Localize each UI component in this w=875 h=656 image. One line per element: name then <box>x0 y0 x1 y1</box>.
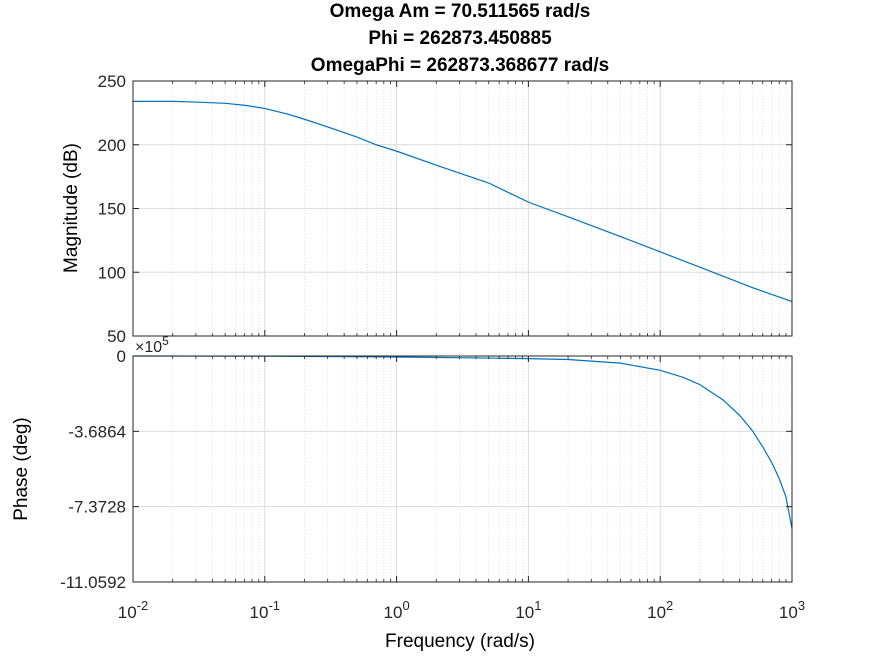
phase-grid <box>133 356 792 582</box>
phase-plot: 0-3.6864-7.3728-11.0592 10-2 10-1 100 101 10… <box>11 334 805 622</box>
x-tick-label: 10-2 <box>118 598 148 622</box>
y-tick-label: -3.6864 <box>68 422 126 441</box>
y-tick-label: -7.3728 <box>68 498 126 517</box>
magnitude-y-ticks: 250 200 150 100 50 <box>98 72 792 346</box>
phase-series-line <box>132 355 793 529</box>
y-tick-label: 100 <box>98 263 126 282</box>
y-tick-label: 200 <box>98 136 126 155</box>
magnitude-grid <box>133 81 792 336</box>
phase-axes-box <box>132 355 793 583</box>
phase-exponent-power: 5 <box>162 334 169 348</box>
magnitude-ylabel: Magnitude (dB) <box>61 143 82 273</box>
phase-exponent-base: ×10 <box>135 339 162 356</box>
magnitude-series-line <box>133 100 793 303</box>
chart-title: Omega Am = 70.511565 rad/s Phi = 262873.… <box>311 1 609 76</box>
y-tick-label: 0 <box>117 347 126 366</box>
title-line-3: OmegaPhi = 262873.368677 rad/s <box>311 55 609 76</box>
x-tick-label: 10-1 <box>250 598 280 622</box>
phase-x-ticks: 10-2 10-1 100 101 102 103 <box>118 356 805 622</box>
x-tick-label: 103 <box>779 598 805 622</box>
x-tick-label: 102 <box>647 598 673 622</box>
y-tick-label: 250 <box>98 72 126 91</box>
title-line-2: Phi = 262873.450885 <box>368 28 552 49</box>
title-line-1: Omega Am = 70.511565 rad/s <box>330 1 591 22</box>
x-tick-label: 100 <box>384 598 410 622</box>
x-tick-label: 101 <box>515 598 541 622</box>
magnitude-x-ticks <box>132 81 793 336</box>
y-tick-label: -11.0592 <box>60 573 126 592</box>
x-axis-label: Frequency (rad/s) <box>385 631 535 652</box>
magnitude-plot: 250 200 150 100 50 Magnitude (dB) <box>61 72 793 346</box>
phase-y-ticks: 0 -3.6864 -7.3728 -11.0592 <box>60 347 792 592</box>
phase-ylabel: Phase (deg) <box>11 417 32 521</box>
phase-plot-area <box>133 356 792 582</box>
y-tick-label: 50 <box>107 327 126 346</box>
phase-exponent-label: ×105 <box>135 334 169 356</box>
y-tick-label: 150 <box>98 200 126 219</box>
